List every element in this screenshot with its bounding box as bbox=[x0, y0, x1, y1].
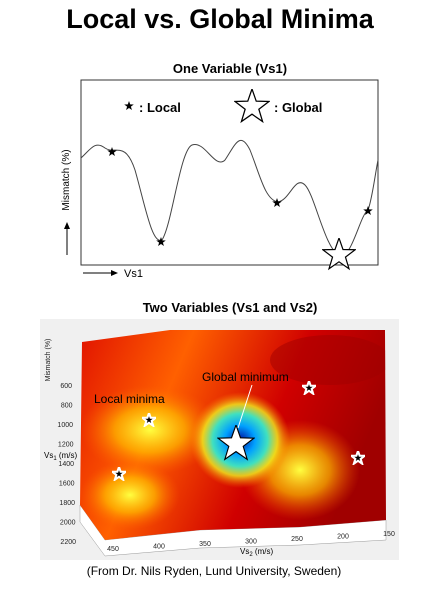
vs2-tick: 200 bbox=[337, 534, 349, 541]
vs1-tick: 1600 bbox=[59, 481, 75, 488]
vs2-tick: 400 bbox=[153, 544, 165, 551]
y-arrowhead bbox=[64, 222, 70, 229]
x-label: Vs1 bbox=[124, 268, 143, 280]
y-label: Mismatch (%) bbox=[61, 149, 72, 210]
vs2-tick: 350 bbox=[199, 541, 211, 548]
vs1-tick: 1200 bbox=[58, 442, 74, 449]
vs1-tick: 1000 bbox=[57, 422, 73, 429]
vs1-tick: 2000 bbox=[60, 520, 76, 527]
panel-title: One Variable (Vs1) bbox=[173, 61, 287, 76]
plot-frame bbox=[80, 79, 379, 266]
vs1-tick: 1800 bbox=[59, 500, 75, 507]
legend-global: : Global bbox=[274, 100, 322, 115]
vs2-tick: 450 bbox=[107, 546, 119, 553]
vs2-tick: 250 bbox=[291, 536, 303, 543]
pointer bbox=[237, 384, 253, 429]
slide-title: Local vs. Global Minima bbox=[66, 4, 375, 34]
z-label: Mismatch (%) bbox=[45, 339, 52, 382]
legend-local: : Local bbox=[139, 100, 181, 115]
local-minima-label: Local minima bbox=[94, 392, 165, 406]
vs1-tick: 600 bbox=[60, 383, 72, 390]
vs2-label: Vs2 (m/s) bbox=[240, 547, 273, 558]
vs1-tick: 1400 bbox=[58, 461, 74, 468]
vs2-tick: 300 bbox=[245, 539, 257, 546]
x-arrowhead bbox=[111, 270, 118, 276]
caption: (From Dr. Nils Ryden, Lund University, S… bbox=[87, 564, 342, 578]
vs1-label: Vs1 (m/s) bbox=[44, 451, 77, 462]
panel-title: Two Variables (Vs1 and Vs2) bbox=[143, 300, 318, 315]
vs2-tick: 150 bbox=[383, 531, 395, 538]
global-minimum-label: Global minimum bbox=[202, 370, 289, 384]
vs1-tick: 800 bbox=[61, 403, 73, 410]
surface bbox=[80, 330, 386, 540]
vs1-tick: 2200 bbox=[60, 539, 76, 546]
